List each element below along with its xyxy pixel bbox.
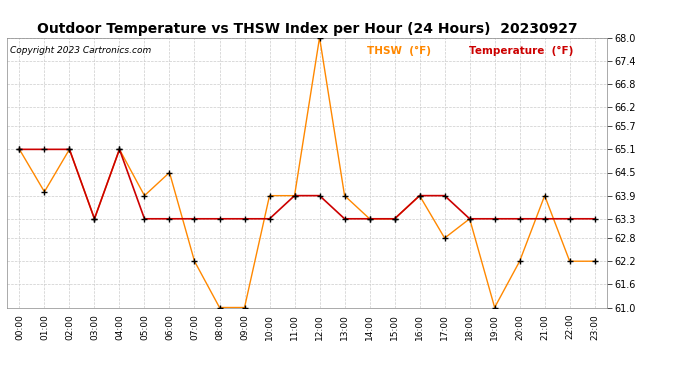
Text: Copyright 2023 Cartronics.com: Copyright 2023 Cartronics.com [10, 46, 151, 55]
Text: THSW  (°F): THSW (°F) [367, 46, 431, 56]
Title: Outdoor Temperature vs THSW Index per Hour (24 Hours)  20230927: Outdoor Temperature vs THSW Index per Ho… [37, 22, 578, 36]
Text: Temperature  (°F): Temperature (°F) [469, 46, 573, 56]
